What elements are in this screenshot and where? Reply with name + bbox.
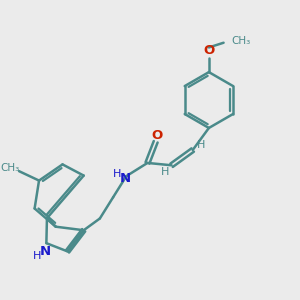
Text: H: H <box>197 140 206 150</box>
Text: O: O <box>203 44 214 58</box>
Text: H: H <box>161 167 169 177</box>
Text: CH₃: CH₃ <box>0 163 19 173</box>
Text: H: H <box>33 250 42 260</box>
Text: O: O <box>152 129 163 142</box>
Text: N: N <box>39 245 50 258</box>
Text: H: H <box>113 169 122 179</box>
Text: N: N <box>119 172 130 185</box>
Text: CH₃: CH₃ <box>232 36 251 46</box>
